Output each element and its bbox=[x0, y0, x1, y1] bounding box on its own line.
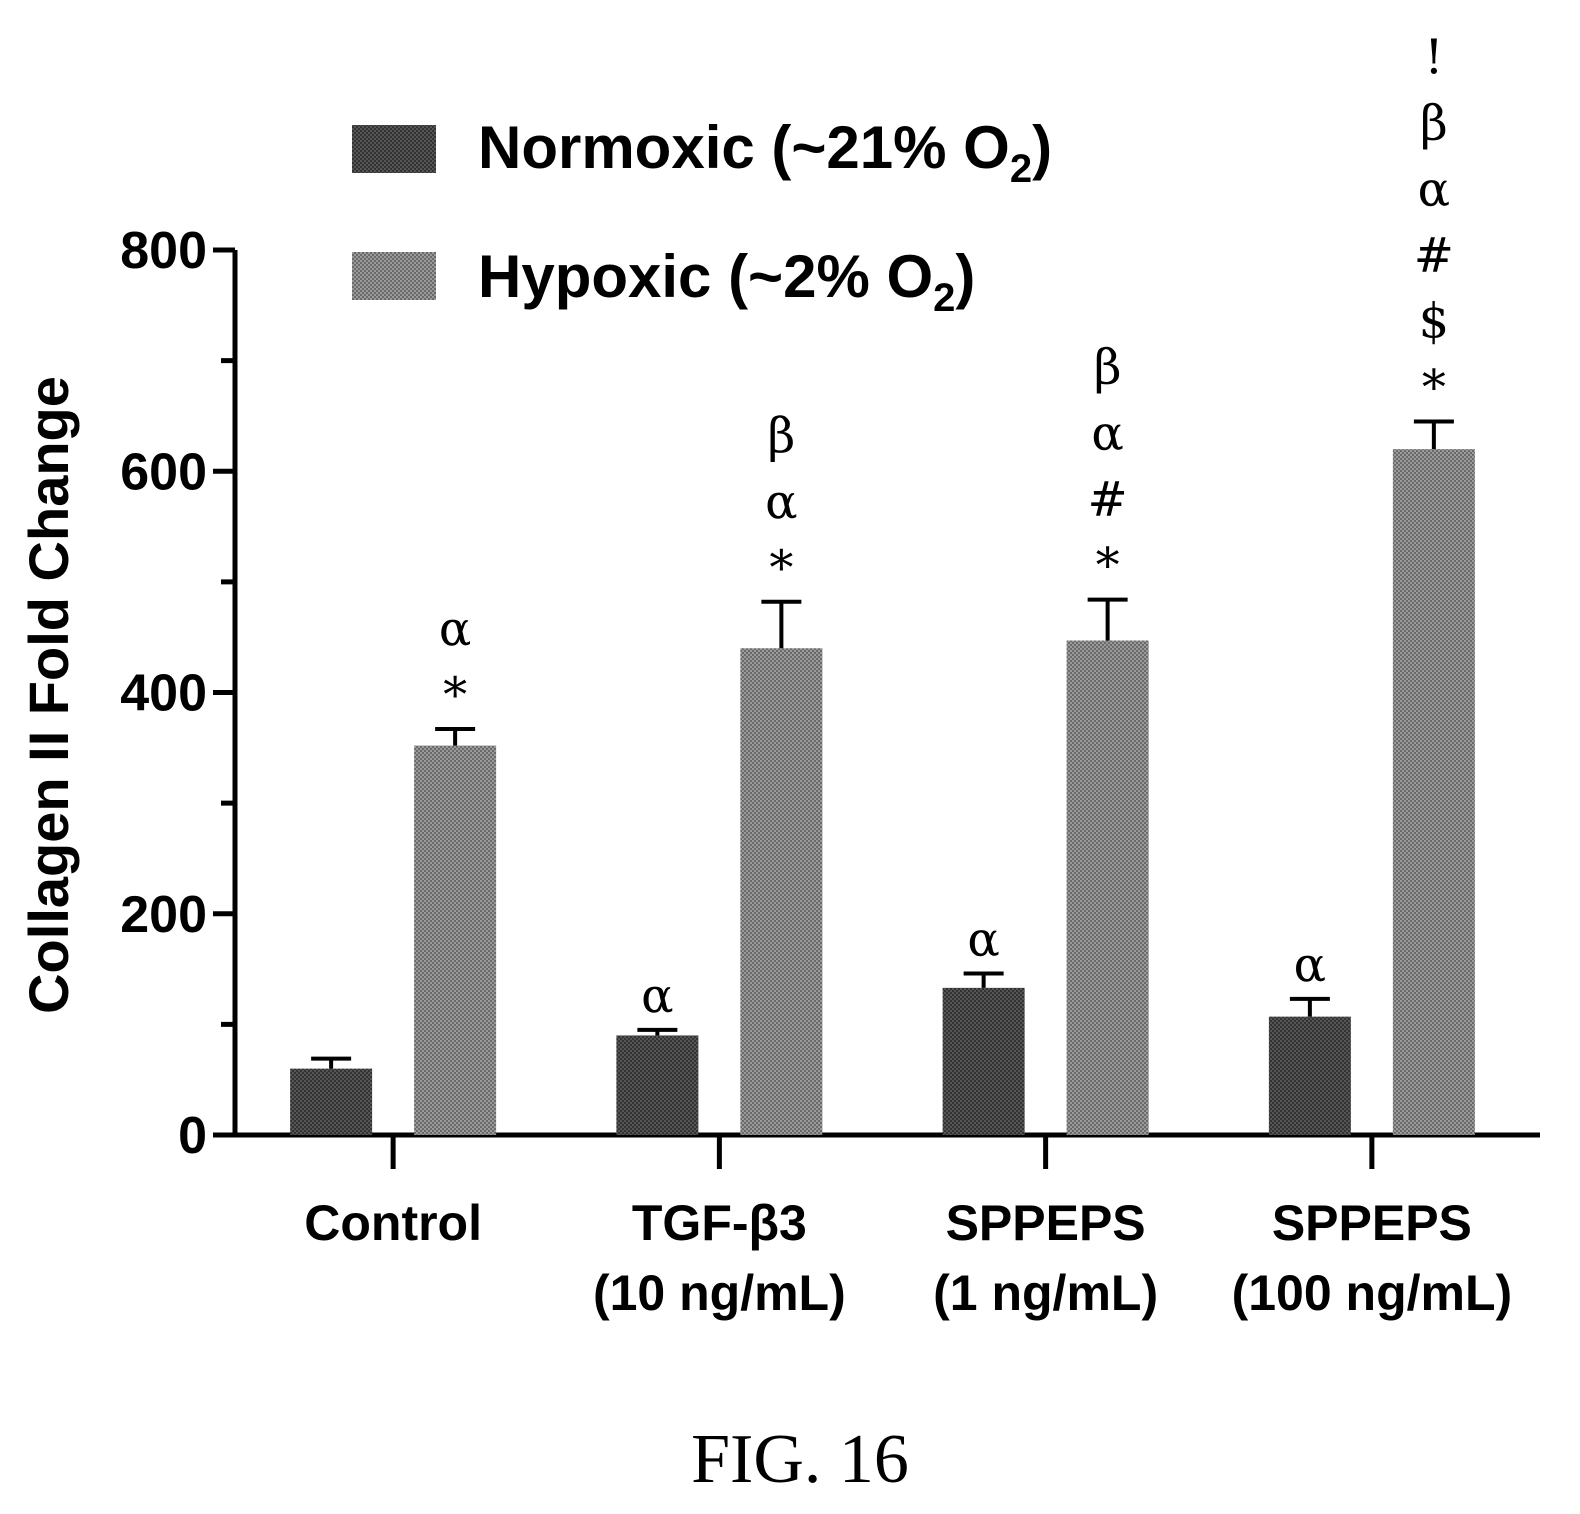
significance-marker: $ bbox=[1419, 293, 1450, 349]
figure-caption: FIG. 16 bbox=[691, 1421, 909, 1498]
significance-marker: β bbox=[1094, 340, 1122, 396]
bar-normoxic bbox=[942, 987, 1025, 1135]
legend-swatch-normoxic bbox=[352, 125, 436, 173]
annotations: *αα*αβα*#αβα*$#αβ! bbox=[439, 29, 1454, 1023]
legend-swatch-hypoxic bbox=[352, 252, 436, 300]
x-tick-label: TGF-β3 bbox=[632, 1195, 807, 1251]
significance-marker: α bbox=[967, 911, 999, 967]
significance-marker: * bbox=[443, 667, 467, 723]
significance-marker: ! bbox=[1424, 29, 1443, 85]
bars bbox=[290, 419, 1475, 1135]
x-tick-label: SPPEPS bbox=[946, 1195, 1146, 1251]
bar-normoxic bbox=[616, 1035, 699, 1135]
bar-hypoxic bbox=[1066, 640, 1149, 1135]
bar-hypoxic bbox=[414, 745, 497, 1135]
significance-marker: * bbox=[1422, 359, 1446, 415]
significance-marker: α bbox=[1294, 937, 1326, 993]
y-tick-label: 0 bbox=[178, 1107, 207, 1165]
significance-marker: # bbox=[1414, 227, 1454, 283]
bar-hypoxic bbox=[740, 648, 823, 1135]
y-tick-label: 800 bbox=[120, 222, 207, 280]
y-tick-label: 200 bbox=[120, 886, 207, 944]
significance-marker: α bbox=[1091, 406, 1123, 462]
bar-normoxic bbox=[290, 1068, 373, 1135]
significance-marker: α bbox=[1418, 161, 1450, 217]
significance-marker: α bbox=[765, 474, 797, 530]
x-tick-label: Control bbox=[304, 1195, 482, 1251]
significance-marker: * bbox=[1096, 538, 1120, 594]
legend: Normoxic (~21% O2) Hypoxic (~2% O2) bbox=[352, 114, 1052, 320]
x-tick-label: (10 ng/mL) bbox=[593, 1265, 846, 1321]
significance-marker: α bbox=[439, 601, 471, 657]
legend-label-normoxic: Normoxic (~21% O2) bbox=[478, 114, 1052, 191]
x-tick-label: SPPEPS bbox=[1272, 1195, 1472, 1251]
axes: 0 200 400 600 800 Control TGF-β3 (10 ng/mL) SPPE… bbox=[120, 222, 1540, 1321]
significance-marker: α bbox=[641, 968, 673, 1024]
y-tick-label: 600 bbox=[120, 443, 207, 501]
significance-marker: # bbox=[1088, 472, 1128, 528]
y-axis-label: Collagen II Fold Change bbox=[17, 376, 80, 1014]
significance-marker: * bbox=[769, 540, 793, 596]
bar-hypoxic bbox=[1392, 449, 1475, 1135]
bar-normoxic bbox=[1268, 1016, 1351, 1135]
significance-marker: β bbox=[768, 408, 796, 464]
x-tick-label: (100 ng/mL) bbox=[1232, 1265, 1513, 1321]
significance-marker: β bbox=[1420, 95, 1448, 151]
x-tick-label: (1 ng/mL) bbox=[933, 1265, 1158, 1321]
legend-label-hypoxic: Hypoxic (~2% O2) bbox=[478, 243, 975, 320]
y-tick-label: 400 bbox=[120, 665, 207, 723]
